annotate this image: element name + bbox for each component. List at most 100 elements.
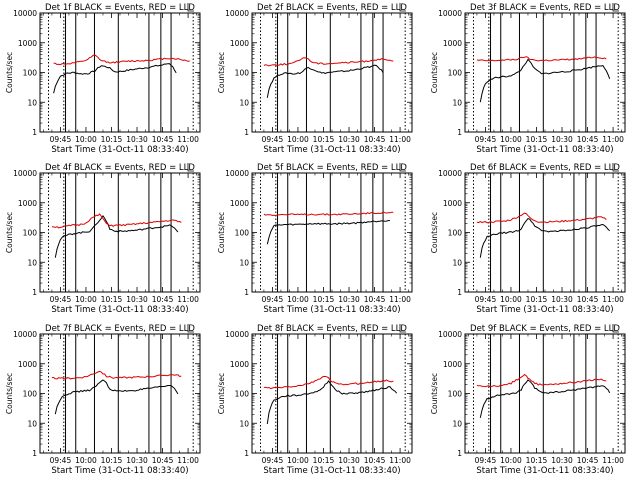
events-series-line <box>266 220 390 245</box>
events-series-line <box>479 218 611 258</box>
y-tick-label: 1000 <box>18 39 37 48</box>
x-tick-label: 09:45 <box>262 456 284 465</box>
panel-det-1: Det 1f BLACK = Events, RED = LLD 1 10 100 10… <box>5 3 201 155</box>
x-tick-label: 10:45 <box>152 135 174 144</box>
x-tick-label: 10:45 <box>364 295 386 304</box>
x-tick-label: 10:45 <box>577 295 599 304</box>
x-tick-label: 10:00 <box>500 295 522 304</box>
panel-det-3: Det 3f BLACK = Events, RED = LLD 1 10 100 10… <box>430 3 626 155</box>
bracket-icon <box>612 3 619 12</box>
y-tick-label: 10000 <box>438 169 462 178</box>
y-axis-label: Counts/sec <box>430 52 439 93</box>
panel-det-5: Det 5f BLACK = Events, RED = LLD 1 10 100 10… <box>217 163 413 315</box>
y-tick-label: 10000 <box>225 169 249 178</box>
y-tick-label: 10000 <box>13 9 37 18</box>
x-tick-label: 10:30 <box>551 135 573 144</box>
y-axis-label: Counts/sec <box>430 373 439 414</box>
y-tick-label: 1000 <box>18 199 37 208</box>
y-tick-label: 10 <box>239 419 249 428</box>
x-tick-label: 10:00 <box>287 295 309 304</box>
y-tick-label: 10000 <box>438 330 462 339</box>
y-axis-label: Counts/sec <box>430 212 439 253</box>
y-tick-label: 100 <box>448 390 463 399</box>
x-tick-label: 10:15 <box>526 295 548 304</box>
events-series-line <box>479 379 611 418</box>
x-axis-label: Start Time (31-Oct-11 08:33:40) <box>263 466 400 476</box>
x-tick-label: 10:15 <box>313 456 335 465</box>
x-tick-label: 09:45 <box>475 135 497 144</box>
lld-series-line <box>263 57 394 67</box>
events-series-line <box>53 63 177 94</box>
y-tick-label: 10 <box>239 98 249 107</box>
y-tick-label: 1 <box>457 128 462 137</box>
x-tick-label: 11:00 <box>602 135 624 144</box>
y-tick-label: 10000 <box>13 330 37 339</box>
x-tick-label: 11:00 <box>389 456 411 465</box>
bracket-icon <box>612 163 619 172</box>
x-tick-label: 10:30 <box>338 295 360 304</box>
x-tick-label: 11:00 <box>602 295 624 304</box>
bracket-icon <box>187 324 194 333</box>
y-tick-label: 1000 <box>230 360 249 369</box>
lld-series-line <box>51 370 182 380</box>
x-tick-label: 10:45 <box>577 135 599 144</box>
panel-title: Det 2f BLACK = Events, RED = LLD <box>257 3 407 13</box>
y-tick-label: 1000 <box>18 360 37 369</box>
x-tick-label: 10:45 <box>577 456 599 465</box>
y-tick-label: 100 <box>235 390 250 399</box>
x-axis-label: Start Time (31-Oct-11 08:33:40) <box>476 145 613 155</box>
y-axis-label: Counts/sec <box>5 52 14 93</box>
x-axis-label: Start Time (31-Oct-11 08:33:40) <box>51 466 188 476</box>
x-tick-label: 11:00 <box>389 135 411 144</box>
x-tick-label: 10:00 <box>75 135 97 144</box>
panel-title: Det 8f BLACK = Events, RED = LLD <box>257 324 407 334</box>
y-tick-label: 1000 <box>443 199 462 208</box>
y-tick-label: 100 <box>23 390 38 399</box>
panel-title: Det 5f BLACK = Events, RED = LLD <box>257 163 407 173</box>
panel-det-4: Det 4f BLACK = Events, RED = LLD 1 10 100 10… <box>5 163 201 315</box>
x-tick-label: 11:00 <box>389 295 411 304</box>
x-tick-label: 09:45 <box>475 295 497 304</box>
events-series-line <box>266 64 384 98</box>
x-tick-label: 09:45 <box>50 456 72 465</box>
events-series-line <box>479 58 611 103</box>
events-series-line <box>266 380 398 424</box>
x-tick-label: 10:30 <box>338 135 360 144</box>
y-tick-label: 100 <box>448 69 463 78</box>
x-tick-label: 09:45 <box>50 295 72 304</box>
x-tick-label: 10:30 <box>126 456 148 465</box>
bracket-icon <box>187 3 194 12</box>
x-tick-label: 10:00 <box>500 135 522 144</box>
y-tick-label: 10 <box>452 98 462 107</box>
panel-title: Det 6f BLACK = Events, RED = LLD <box>470 163 620 173</box>
x-tick-label: 10:00 <box>75 295 97 304</box>
y-tick-label: 1 <box>32 449 37 458</box>
y-tick-label: 100 <box>235 69 250 78</box>
bracket-icon <box>399 3 406 12</box>
y-tick-label: 1 <box>244 128 249 137</box>
x-tick-label: 10:15 <box>526 456 548 465</box>
x-tick-label: 10:00 <box>500 456 522 465</box>
x-tick-label: 10:15 <box>101 135 123 144</box>
panel-title: Det 1f BLACK = Events, RED = LLD <box>45 3 195 13</box>
bracket-icon <box>399 324 406 333</box>
y-tick-label: 1 <box>457 288 462 297</box>
x-tick-label: 10:15 <box>526 135 548 144</box>
x-axis-label: Start Time (31-Oct-11 08:33:40) <box>51 145 188 155</box>
x-tick-label: 11:00 <box>602 456 624 465</box>
x-tick-label: 11:00 <box>177 295 199 304</box>
y-tick-label: 1 <box>457 449 462 458</box>
y-tick-label: 10000 <box>225 9 249 18</box>
lld-series-line <box>476 56 607 62</box>
panel-det-2: Det 2f BLACK = Events, RED = LLD 1 10 100 10… <box>217 3 413 155</box>
panel-title: Det 4f BLACK = Events, RED = LLD <box>45 163 195 173</box>
lld-series-line <box>263 211 394 217</box>
events-series-line <box>54 215 179 258</box>
x-tick-label: 10:00 <box>287 135 309 144</box>
y-tick-label: 1000 <box>230 199 249 208</box>
y-tick-label: 100 <box>23 229 38 238</box>
y-tick-label: 100 <box>235 229 250 238</box>
x-tick-label: 10:00 <box>287 456 309 465</box>
y-axis-label: Counts/sec <box>217 373 226 414</box>
